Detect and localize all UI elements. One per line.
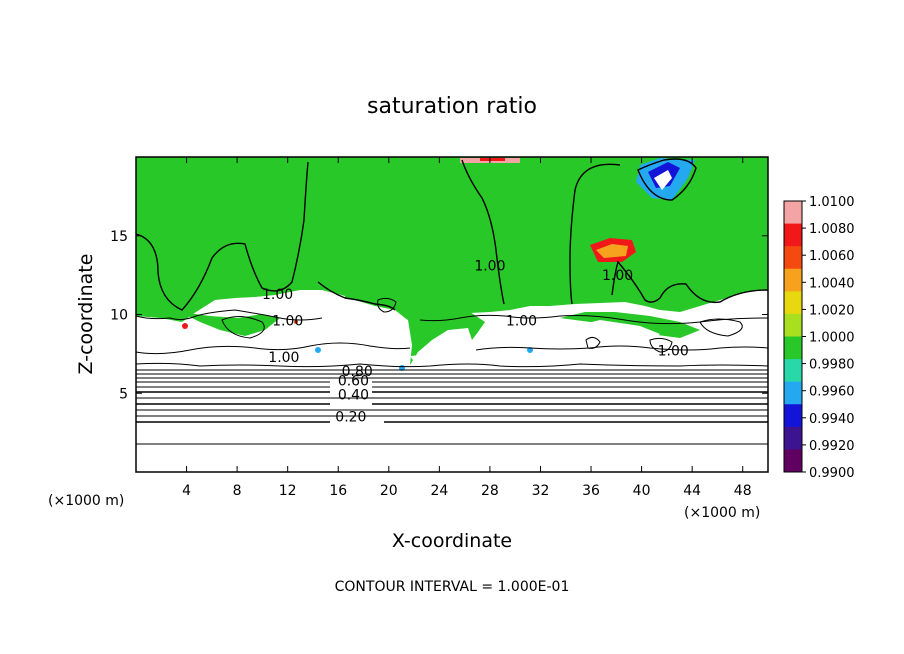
plot-area: 1.00 1.00 1.00 1.00 1.00 1.00 1.00 0.800.600.40…: [135, 156, 769, 473]
contour-interval-note: CONTOUR INTERVAL = 1.000E-01: [335, 579, 570, 595]
dry-patch-upper-white: [654, 170, 672, 190]
x-tick-label: 24: [430, 483, 448, 499]
contour-label: 1.00: [506, 314, 537, 330]
x-tick-label: 32: [532, 483, 550, 499]
x-tick-label: 4: [182, 483, 191, 499]
contour-label: 1.00: [272, 314, 303, 330]
fleck: [182, 323, 188, 329]
colorbar-swatch: [784, 246, 802, 270]
y-tick-label: 15: [110, 229, 128, 245]
colorbar-swatch: [784, 449, 802, 473]
supersat-patch-top-core: [480, 158, 505, 161]
contour-label: 0.60: [338, 373, 369, 389]
x-tick-label: 48: [734, 483, 752, 499]
colorbar-swatch: [784, 268, 802, 292]
fleck: [315, 347, 321, 353]
cloud-free-blob: [410, 352, 474, 370]
cloud-free-blob: [322, 290, 345, 316]
contour-label: 1.00: [262, 287, 293, 303]
supersat-patch-mid-halo: [596, 244, 628, 258]
x-tick-label: 16: [329, 483, 347, 499]
x-tick-label: 44: [683, 483, 701, 499]
cloud-free-blob: [560, 320, 660, 352]
colorbar-swatch: [784, 291, 802, 315]
x-tick-label: 20: [380, 483, 398, 499]
contour-label: 1.00: [658, 343, 689, 359]
colorbar-label: 1.0100: [809, 195, 855, 210]
colorbar-swatch: [784, 404, 802, 428]
x-unit-left: (×1000 m): [48, 493, 124, 509]
colorbar-swatch: [784, 426, 802, 450]
colorbar-label: 1.0080: [809, 222, 855, 237]
y-tick-label: 10: [110, 308, 128, 324]
colorbar-label: 0.9940: [809, 412, 855, 427]
colorbar-swatch: [784, 223, 802, 247]
colorbar-label: 0.9920: [809, 439, 855, 454]
contour-label: 1.00: [474, 258, 505, 274]
colorbar-label: 1.0040: [809, 276, 855, 291]
colorbar-label: 0.9980: [809, 358, 855, 373]
y-tick-label: 5: [119, 386, 128, 402]
x-tick-label: 40: [633, 483, 651, 499]
y-axis-label: Z-coordinate: [75, 254, 97, 375]
colorbar-label: 1.0000: [809, 331, 855, 346]
contour-label: 0.20: [335, 410, 366, 426]
colorbar-swatch: [784, 336, 802, 360]
x-axis: 4 8 12 16 20 24 28 32 36 40 44 48: [182, 157, 752, 499]
fleck: [294, 320, 298, 324]
colorbar-label: 1.0060: [809, 249, 855, 264]
colorbar-label: 0.9900: [809, 466, 855, 481]
y-axis: 5 10 15: [110, 229, 768, 402]
contour-label: 1.00: [268, 350, 299, 366]
colorbar-label: 0.9960: [809, 385, 855, 400]
colorbar-label: 1.0020: [809, 303, 855, 318]
colorbar-swatch: [784, 201, 802, 225]
colorbar: 1.0100 1.0080 1.0060 1.0040 1.0020 1.0000 0.99…: [783, 195, 855, 481]
colorbar-swatch: [784, 359, 802, 383]
contour-label: 0.80: [342, 364, 373, 380]
colorbar-swatch: [784, 313, 802, 337]
chart-title: saturation ratio: [367, 94, 537, 119]
x-unit-right: (×1000 m): [684, 505, 760, 521]
x-tick-label: 8: [233, 483, 242, 499]
x-tick-label: 12: [279, 483, 297, 499]
contour-labels: 1.00 1.00 1.00 1.00 1.00 1.00 1.00 0.800.600.40…: [262, 258, 689, 426]
contour-label: 1.00: [602, 268, 633, 284]
contour-label: 0.40: [338, 388, 369, 404]
moist-plume-center: [395, 300, 485, 365]
x-tick-label: 28: [481, 483, 499, 499]
moist-band-left: [180, 312, 280, 336]
contour-lines: [136, 158, 768, 445]
x-tick-label: 36: [582, 483, 600, 499]
x-axis-label: X-coordinate: [392, 530, 512, 552]
colorbar-swatch: [784, 381, 802, 405]
